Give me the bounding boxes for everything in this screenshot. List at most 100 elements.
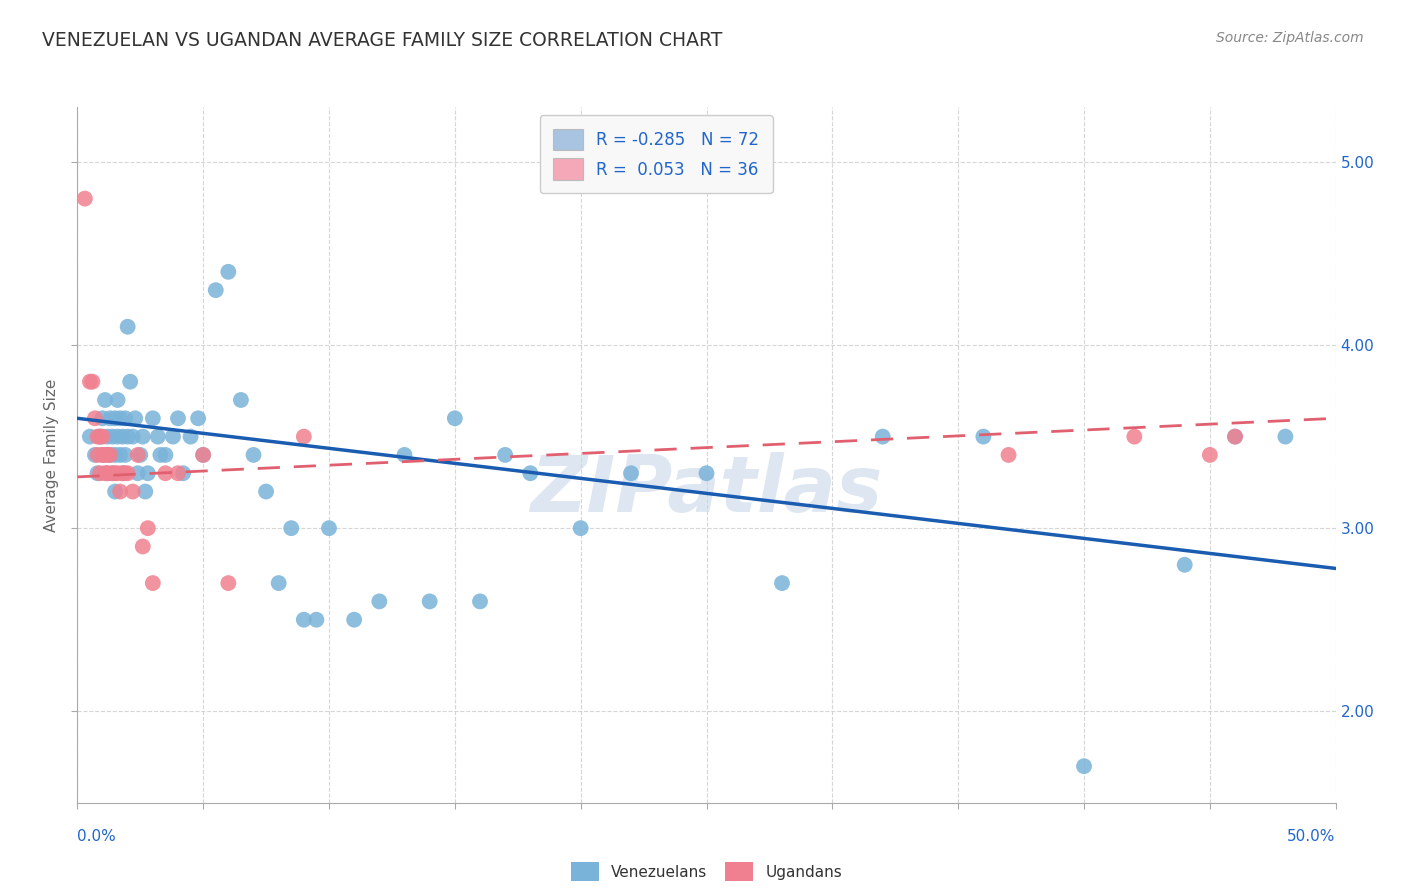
Y-axis label: Average Family Size: Average Family Size bbox=[44, 378, 59, 532]
Point bbox=[142, 576, 165, 591]
Point bbox=[519, 467, 541, 481]
Point bbox=[146, 429, 169, 443]
Point bbox=[997, 448, 1019, 462]
Point bbox=[134, 484, 156, 499]
Point bbox=[1199, 448, 1222, 462]
Point bbox=[129, 448, 152, 462]
Point bbox=[127, 467, 149, 481]
Point bbox=[111, 429, 134, 443]
Legend: Venezuelans, Ugandans: Venezuelans, Ugandans bbox=[564, 855, 849, 889]
Point bbox=[107, 467, 129, 481]
Point bbox=[114, 448, 136, 462]
Point bbox=[98, 448, 121, 462]
Point bbox=[96, 467, 118, 481]
Point bbox=[132, 540, 155, 554]
Point bbox=[101, 467, 124, 481]
Point bbox=[94, 392, 117, 407]
Point bbox=[73, 192, 96, 206]
Point bbox=[86, 429, 108, 443]
Point bbox=[620, 467, 643, 481]
Point bbox=[84, 448, 107, 462]
Point bbox=[1073, 759, 1095, 773]
Point bbox=[98, 411, 121, 425]
Point bbox=[149, 448, 172, 462]
Point bbox=[318, 521, 340, 535]
Point bbox=[267, 576, 290, 591]
Point bbox=[696, 467, 718, 481]
Point bbox=[117, 429, 139, 443]
Point bbox=[1223, 429, 1246, 443]
Point bbox=[162, 429, 184, 443]
Point bbox=[94, 467, 117, 481]
Point bbox=[292, 613, 315, 627]
Point bbox=[167, 411, 190, 425]
Point bbox=[96, 429, 118, 443]
Point bbox=[124, 411, 146, 425]
Point bbox=[111, 467, 134, 481]
Point bbox=[114, 467, 136, 481]
Point bbox=[972, 429, 994, 443]
Point bbox=[217, 265, 239, 279]
Point bbox=[468, 594, 491, 608]
Point bbox=[494, 448, 516, 462]
Point bbox=[172, 467, 194, 481]
Point bbox=[167, 467, 190, 481]
Point bbox=[1274, 429, 1296, 443]
Point bbox=[107, 392, 129, 407]
Point bbox=[108, 411, 131, 425]
Point bbox=[242, 448, 264, 462]
Point bbox=[155, 448, 177, 462]
Point bbox=[444, 411, 467, 425]
Point bbox=[89, 429, 111, 443]
Point bbox=[104, 484, 127, 499]
Point bbox=[86, 467, 108, 481]
Point bbox=[91, 411, 114, 425]
Point bbox=[98, 448, 121, 462]
Point bbox=[82, 375, 104, 389]
Point bbox=[394, 448, 416, 462]
Point bbox=[1223, 429, 1246, 443]
Point bbox=[368, 594, 391, 608]
Point bbox=[96, 467, 118, 481]
Point bbox=[91, 429, 114, 443]
Point bbox=[111, 467, 134, 481]
Point bbox=[96, 448, 118, 462]
Point bbox=[1123, 429, 1146, 443]
Point bbox=[569, 521, 592, 535]
Point bbox=[104, 411, 127, 425]
Point bbox=[872, 429, 894, 443]
Point bbox=[191, 448, 215, 462]
Point bbox=[136, 467, 159, 481]
Point bbox=[343, 613, 366, 627]
Point bbox=[217, 576, 239, 591]
Point bbox=[94, 448, 117, 462]
Point bbox=[292, 429, 315, 443]
Point bbox=[114, 411, 136, 425]
Text: VENEZUELAN VS UGANDAN AVERAGE FAMILY SIZE CORRELATION CHART: VENEZUELAN VS UGANDAN AVERAGE FAMILY SIZ… bbox=[42, 31, 723, 50]
Point bbox=[121, 484, 143, 499]
Point bbox=[89, 429, 111, 443]
Text: 0.0%: 0.0% bbox=[77, 830, 117, 844]
Point bbox=[101, 467, 124, 481]
Point bbox=[117, 319, 139, 334]
Point bbox=[155, 467, 177, 481]
Point bbox=[89, 467, 111, 481]
Point bbox=[229, 392, 252, 407]
Point bbox=[86, 448, 108, 462]
Point bbox=[120, 375, 142, 389]
Point bbox=[191, 448, 215, 462]
Point bbox=[91, 448, 114, 462]
Point bbox=[280, 521, 302, 535]
Text: Source: ZipAtlas.com: Source: ZipAtlas.com bbox=[1216, 31, 1364, 45]
Point bbox=[142, 411, 165, 425]
Point bbox=[305, 613, 328, 627]
Point bbox=[1174, 558, 1197, 572]
Point bbox=[107, 429, 129, 443]
Point bbox=[101, 429, 124, 443]
Point bbox=[770, 576, 793, 591]
Point bbox=[108, 448, 131, 462]
Point bbox=[121, 429, 143, 443]
Point bbox=[79, 429, 101, 443]
Point bbox=[419, 594, 441, 608]
Point bbox=[127, 448, 149, 462]
